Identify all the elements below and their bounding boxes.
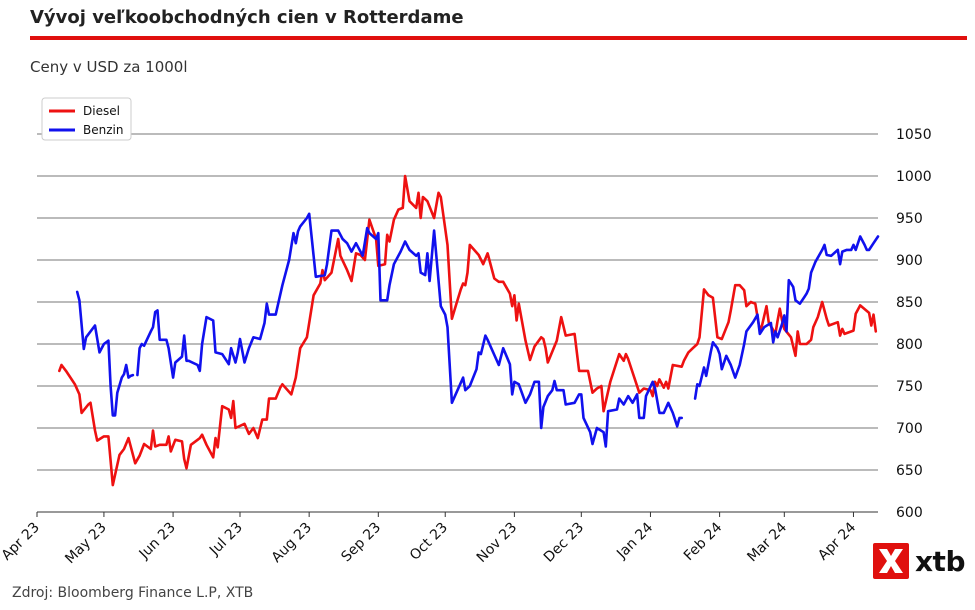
y-tick-label: 800	[896, 337, 923, 353]
series-line-diesel-0	[58, 174, 878, 487]
series-lines	[58, 174, 880, 487]
series-line-benzin-2	[693, 235, 880, 400]
x-tick-label: Jun 23	[136, 520, 179, 563]
y-tick-label: 1050	[896, 127, 932, 143]
x-tick-label: Jul 23	[206, 520, 246, 560]
y-tick-label: 1000	[896, 169, 932, 185]
y-tick-label: 950	[896, 211, 923, 227]
x-tick-label: Mar 24	[744, 519, 790, 565]
grid-lines	[37, 133, 878, 471]
xtb-logo: xtb	[873, 543, 966, 579]
y-tick-label: 650	[896, 463, 923, 479]
x-tick-label: May 23	[62, 520, 110, 568]
y-tick-label: 750	[896, 379, 923, 395]
y-tick-label: 850	[896, 295, 923, 311]
y-tick-label: 900	[896, 253, 923, 269]
x-tick-label: Feb 24	[681, 519, 726, 564]
legend: Diesel Benzin	[41, 97, 132, 141]
x-tick-label: Apr 23	[0, 520, 43, 564]
x-tick-label: Oct 23	[407, 520, 451, 564]
source-note: Zdroj: Bloomberg Finance L.P, XTB	[12, 585, 254, 601]
legend-label-benzin: Benzin	[83, 123, 123, 137]
chart-title: Vývoj veľkoobchodných cien v Rotterdame	[30, 7, 464, 28]
x-tick-label: Aug 23	[269, 520, 315, 566]
series-line-benzin-1	[136, 212, 683, 448]
logo-text: xtb	[915, 544, 966, 578]
x-mark-icon	[873, 543, 909, 579]
x-tick-label: Nov 23	[474, 520, 520, 566]
y-tick-label: 600	[896, 505, 923, 521]
series-line-benzin-0	[75, 290, 135, 417]
chart-subtitle: Ceny v USD za 1000l	[30, 58, 188, 76]
x-tick-label: Sep 23	[338, 520, 384, 566]
y-tick-label: 700	[896, 421, 923, 437]
legend-label-diesel: Diesel	[83, 104, 120, 118]
x-tick-label: Jan 24	[613, 519, 656, 562]
x-axis: Apr 23 May 23 Jun 23 Jul 23 Aug 23 Sep 23 Oct …	[0, 511, 878, 568]
x-tick-label: Apr 24	[815, 519, 859, 563]
y-axis: 600 650 700 750 800 850 900 950 1000 1050	[896, 127, 932, 521]
title-underline	[30, 36, 967, 40]
x-tick-label: Dec 23	[541, 520, 587, 566]
